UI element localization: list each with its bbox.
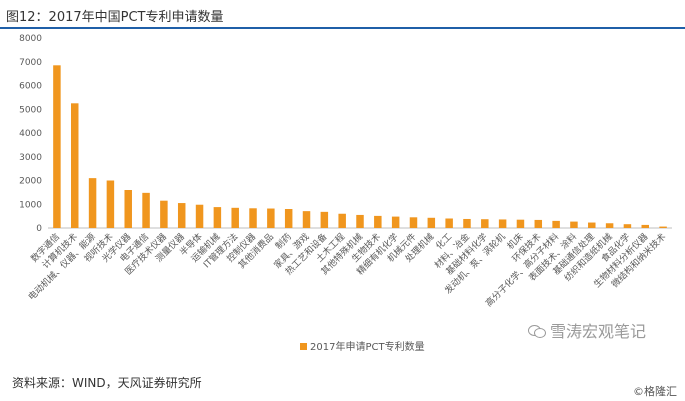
- y-tick-label: 2000: [19, 177, 42, 187]
- bar: [605, 223, 614, 228]
- bar: [302, 211, 311, 228]
- source-note: 资料来源：WIND，天风证券研究所: [12, 376, 202, 390]
- y-tick-label: 5000: [19, 105, 42, 115]
- bar: [498, 219, 507, 228]
- bar: [588, 222, 596, 228]
- bar: [463, 218, 471, 228]
- x-tick-label: 电动机械、仪器、能源: [26, 231, 98, 303]
- copyright-mark: ©格隆汇: [633, 385, 677, 398]
- bar: [177, 203, 186, 228]
- bars: [53, 65, 667, 229]
- y-tick-label: 3000: [19, 153, 42, 163]
- title-rule: [0, 27, 685, 29]
- y-tick-label: 7000: [19, 58, 42, 68]
- bar: [481, 219, 489, 228]
- bar: [53, 65, 61, 228]
- y-tick-label: 0: [36, 224, 42, 234]
- bar: [570, 221, 578, 228]
- bar: [659, 226, 667, 228]
- legend-swatch: [300, 343, 307, 350]
- bar: [552, 220, 560, 229]
- y-tick-label: 6000: [19, 82, 42, 92]
- legend-label: 2017年申请PCT专利数量: [310, 340, 425, 353]
- bar: [267, 208, 275, 228]
- bar: [374, 215, 382, 228]
- y-tick-label: 8000: [19, 34, 42, 44]
- bar: [106, 180, 115, 228]
- bar: [445, 218, 453, 228]
- chart-title: 图12：2017年中国PCT专利申请数量: [6, 10, 224, 25]
- y-tick-label: 4000: [19, 129, 42, 139]
- x-axis-labels: 数字通信计算机技术电动机械、仪器、能源视听技术光学仪器电子通信医疗技术仪器测量仪…: [26, 231, 669, 309]
- bar: [249, 208, 257, 228]
- bar: [534, 219, 543, 228]
- bar: [71, 103, 79, 228]
- bar: [391, 216, 400, 228]
- bar: [231, 207, 239, 228]
- watermark-text: 雪涛宏观笔记: [550, 322, 647, 341]
- bar: [124, 190, 132, 228]
- y-axis: 0 1000 2000 3000 4000 5000 6000 7000 8000: [19, 34, 672, 234]
- bar: [320, 211, 329, 228]
- bar: [195, 204, 204, 228]
- bar: [213, 207, 222, 228]
- bar: [160, 200, 168, 228]
- legend: 2017年申请PCT专利数量: [300, 340, 425, 353]
- bar: [284, 209, 293, 228]
- bar: [142, 192, 150, 228]
- watermark: 雪涛宏观笔记: [528, 318, 646, 342]
- bar: [623, 224, 632, 228]
- bar: [641, 224, 649, 228]
- wechat-icon: [528, 323, 546, 338]
- bar: [409, 217, 418, 228]
- bar: [88, 178, 97, 229]
- bar: [427, 217, 436, 228]
- bar: [516, 219, 525, 228]
- bar: [356, 214, 364, 228]
- bar: [338, 213, 346, 228]
- y-tick-label: 1000: [19, 200, 42, 210]
